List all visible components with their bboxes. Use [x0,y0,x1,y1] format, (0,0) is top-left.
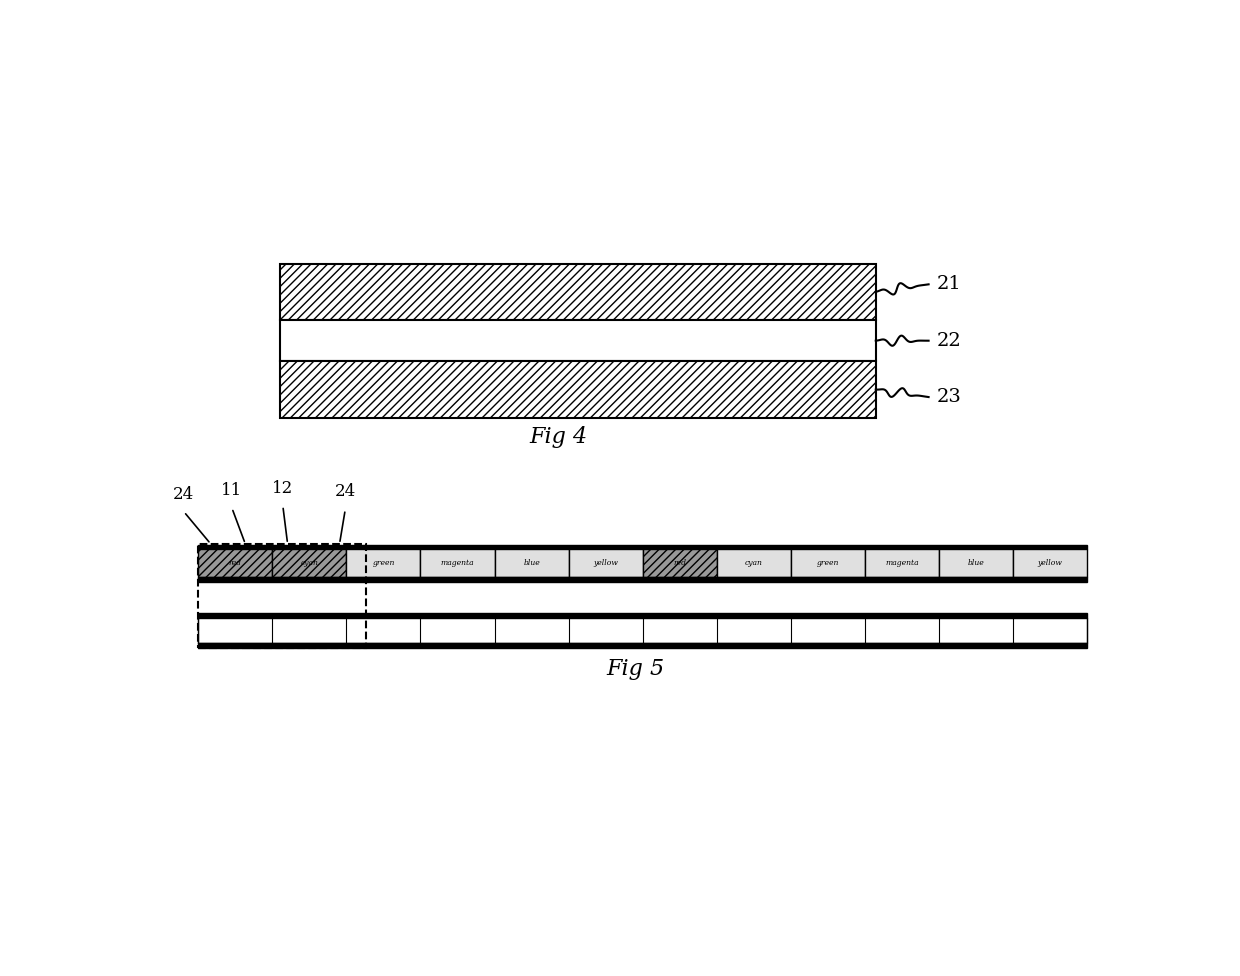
Text: 24: 24 [174,486,195,503]
Bar [346,549,420,577]
Bar [273,549,346,577]
Text: yellow: yellow [593,559,618,567]
Bar [198,549,273,577]
Text: red: red [673,559,686,567]
Text: magenta: magenta [885,559,919,567]
Text: magenta: magenta [440,559,475,567]
Bar [198,619,1087,643]
Text: cyan: cyan [300,559,319,567]
Bar [280,320,875,361]
Bar [198,643,1087,648]
Bar [569,549,642,577]
Text: green: green [817,559,839,567]
Text: cyan: cyan [745,559,763,567]
Bar [420,549,495,577]
Text: blue: blue [523,559,539,567]
Text: green: green [372,559,394,567]
Bar [866,549,939,577]
Text: 11: 11 [221,482,243,499]
Text: red: red [229,559,242,567]
Text: 23: 23 [936,388,961,406]
Text: Fig 5: Fig 5 [606,659,665,680]
Text: Fig 4: Fig 4 [529,426,588,448]
Bar [1013,549,1087,577]
Text: yellow: yellow [1038,559,1063,567]
Bar [198,544,367,648]
Text: 24: 24 [335,483,356,501]
Bar [280,264,875,320]
Bar [939,549,1013,577]
Bar [198,613,1087,619]
Bar [280,361,875,418]
Text: 22: 22 [936,332,961,349]
Bar [495,549,569,577]
Text: 12: 12 [273,479,294,497]
Text: 21: 21 [936,275,961,294]
Bar [717,549,791,577]
Text: blue: blue [967,559,985,567]
Bar [642,549,717,577]
Bar [198,577,1087,583]
Bar [791,549,866,577]
Bar [198,545,1087,549]
